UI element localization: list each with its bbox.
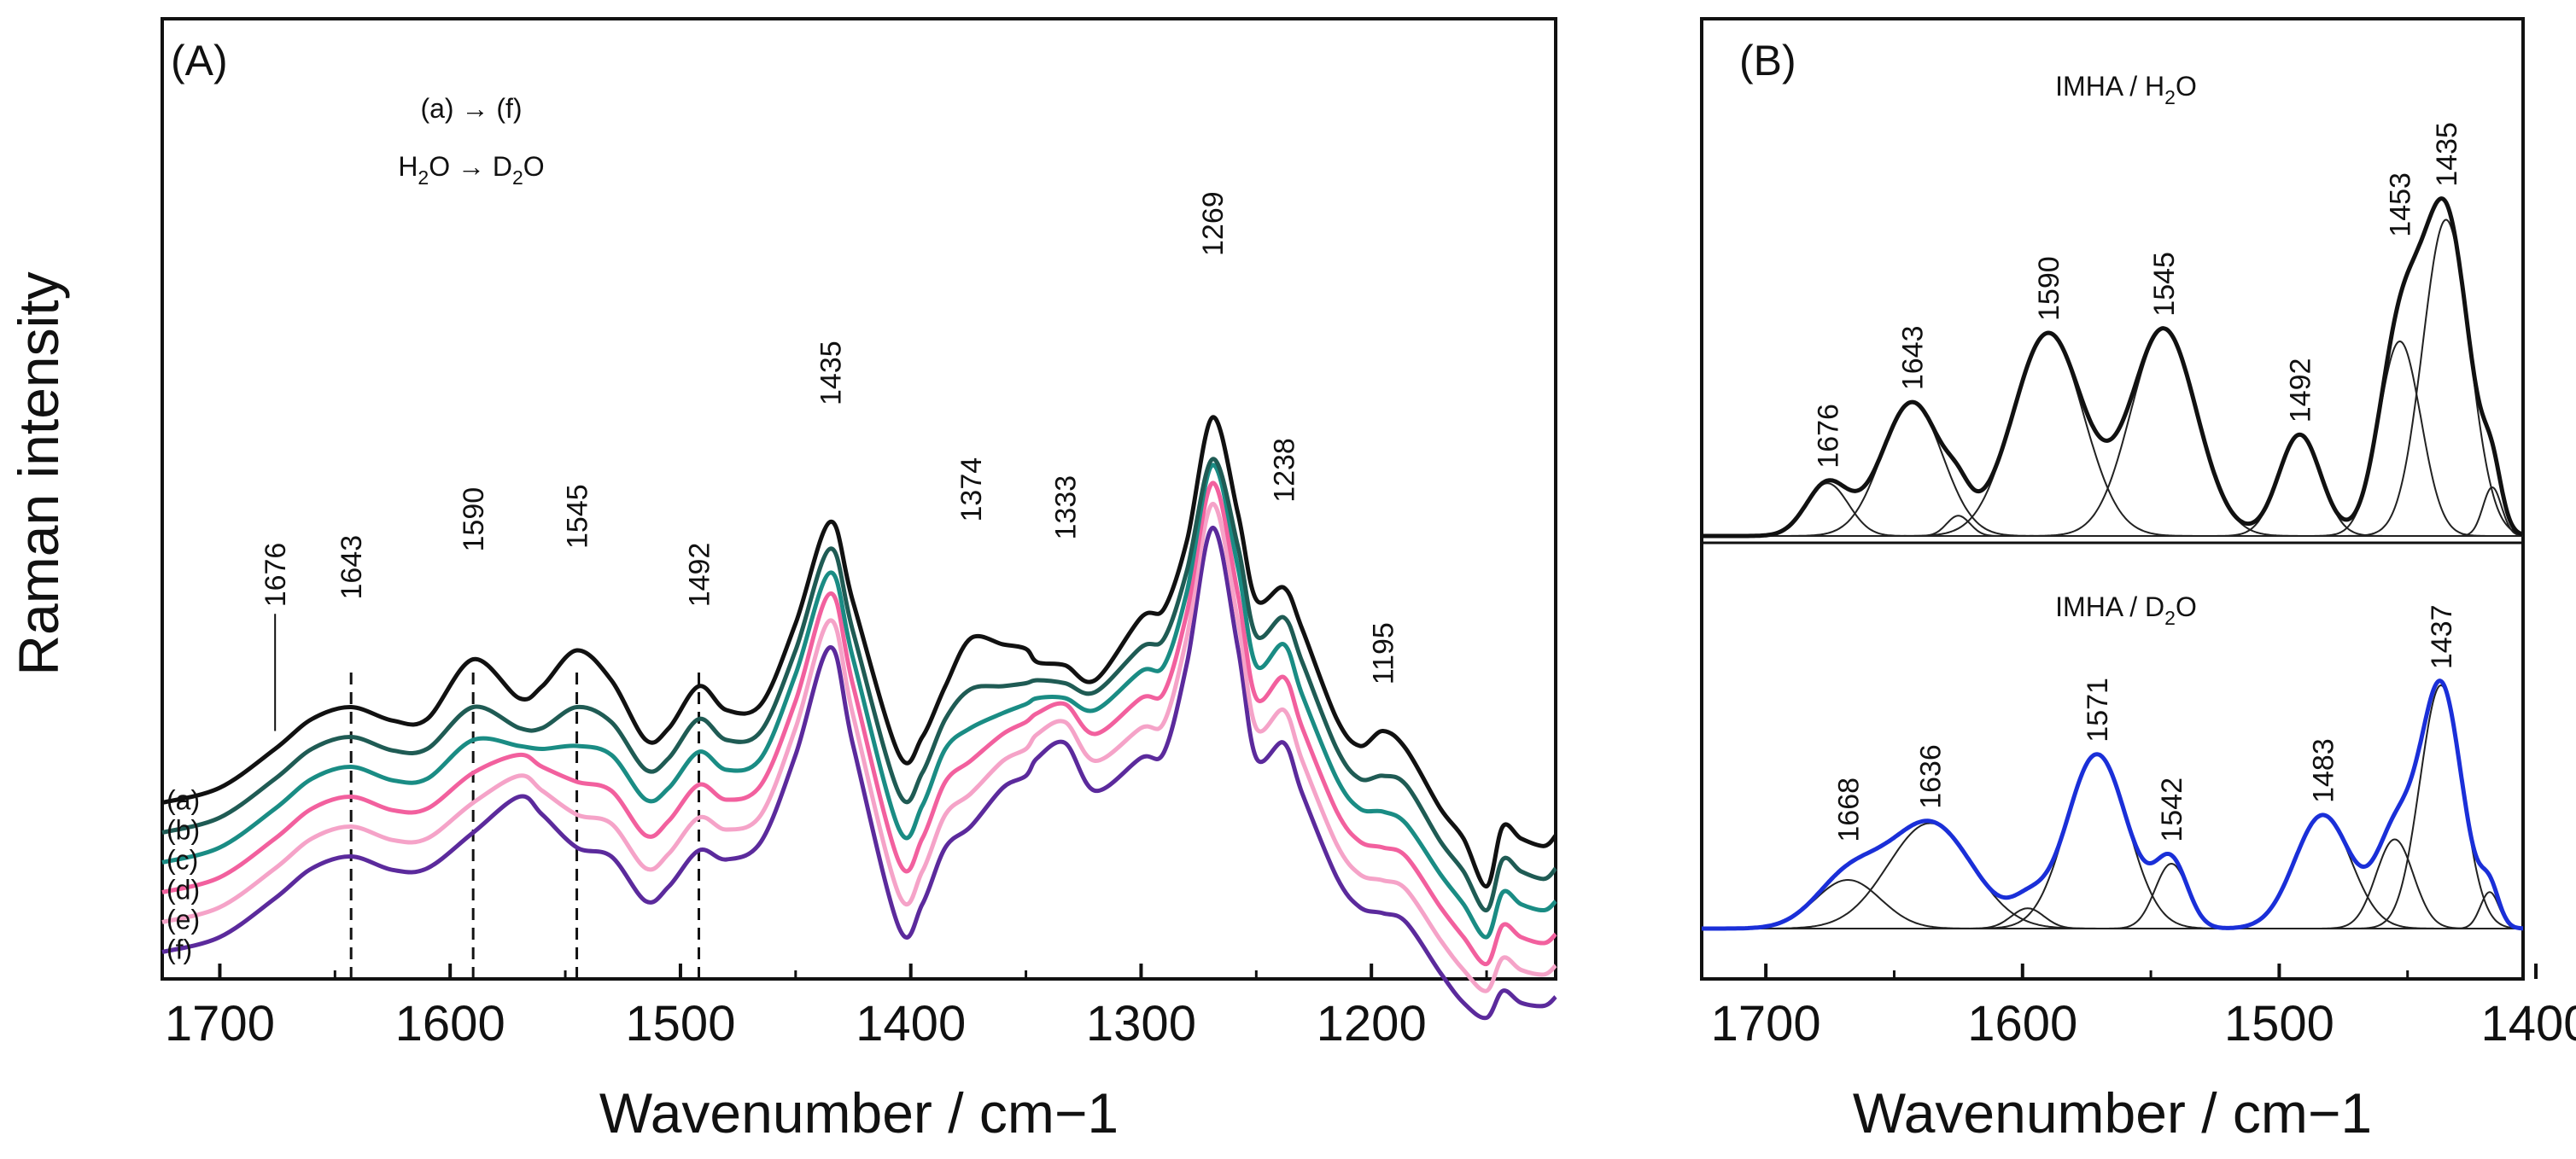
tick-label-a-1500: 1500: [625, 996, 735, 1051]
panel-b-top-title: IMHA / H2O: [2055, 71, 2197, 108]
tick-label-a-1400: 1400: [856, 996, 966, 1051]
spectrum-d: [161, 480, 1557, 966]
tick-label-a-1300: 1300: [1086, 996, 1196, 1051]
peak-label-1269: 1269: [1197, 191, 1230, 256]
spectrum-c: [161, 463, 1557, 940]
panel-b-x-ticks: 1700 1600 1500 1400: [1711, 964, 2576, 1051]
panel-a-annotation-solvent: H2O → D2O: [398, 151, 544, 189]
panel-b-label: (B): [1739, 37, 1796, 84]
band-1-1483: [1702, 813, 2523, 929]
x-axis-title-a: Wavenumber / cm−1: [599, 1081, 1119, 1144]
peak-label-1545: 1545: [562, 484, 594, 549]
panel-a-peak-labels: 1676 1643 1590 1545 1492 1435 1374 1333 1269 1238…: [260, 191, 1400, 731]
peak-label-1643: 1643: [336, 535, 368, 600]
band-0-1625: [1702, 515, 2523, 537]
peak-label-b0-1643: 1643: [1897, 325, 1930, 390]
panel-a-label: (A): [171, 37, 228, 84]
series-label-d: (d): [166, 875, 200, 906]
peak-label-b0-1545: 1545: [2148, 252, 2181, 317]
band-0-1435: [1702, 218, 2524, 537]
tick-label-b-1600: 1600: [1967, 996, 2077, 1051]
panel-a-annotation-sequence: (a) → (f): [420, 93, 522, 124]
panel-a-series-labels: (a)(b)(c)(d)(e)(f): [166, 785, 200, 965]
band-1-1418: [1702, 891, 2524, 929]
peak-label-1492: 1492: [684, 543, 716, 608]
spectrum-a: [161, 415, 1557, 888]
peak-label-1238: 1238: [1269, 438, 1301, 503]
series-label-f: (f): [166, 935, 192, 965]
anno-mid: O → D: [429, 151, 512, 182]
peak-label-b1-1542: 1542: [2156, 778, 2188, 842]
band-1-1542: [1702, 862, 2523, 929]
spectrum-f: [161, 525, 1557, 1021]
series-label-a: (a): [166, 785, 200, 816]
peak-label-b1-1668: 1668: [1832, 778, 1865, 842]
peak-label-b1-1571: 1571: [2082, 678, 2114, 743]
fit-envelope-1: [1702, 679, 2524, 931]
panel-b-bands: [1702, 218, 2524, 929]
spectrum-b: [161, 457, 1557, 912]
peak-label-b1-1437: 1437: [2426, 604, 2458, 669]
band-0-1417: [1702, 486, 2524, 537]
peak-label-1676: 1676: [260, 543, 292, 608]
peak-label-b0-1676: 1676: [1812, 404, 1844, 469]
panel-b: (B) IMHA / H2O IMHA / D2O 1676 1643 1590 15…: [1700, 17, 2576, 1051]
panel-b-frame: [1700, 17, 2525, 981]
peak-label-1195: 1195: [1368, 622, 1400, 684]
anno-h: H: [398, 151, 418, 182]
panel-b-fits: [1702, 196, 2524, 931]
series-label-e: (e): [166, 905, 200, 935]
anno-sub-1: 2: [418, 166, 429, 189]
panel-a-dashed-lines: [349, 671, 701, 979]
x-axis-title-b: Wavenumber / cm−1: [1853, 1081, 2372, 1144]
peak-label-b1-1483: 1483: [2308, 738, 2340, 803]
peak-label-1333: 1333: [1049, 475, 1082, 540]
tick-label-a-1700: 1700: [165, 996, 275, 1051]
panel-a-frame: [161, 17, 1557, 981]
y-axis-title: Raman intensity: [7, 271, 70, 675]
fit-envelope-0: [1702, 196, 2524, 539]
series-label-c: (c): [166, 845, 198, 876]
peak-label-b0-1492: 1492: [2285, 358, 2317, 423]
band-1-1636: [1702, 822, 2523, 929]
panel-b-peak-labels: 1676 1643 1590 1545 1492 1453 1435 1668 1636 1571…: [1812, 122, 2463, 842]
anno-end: O: [523, 151, 545, 182]
peak-label-b0-1590: 1590: [2033, 256, 2065, 321]
panel-b-bottom-title: IMHA / D2O: [2055, 591, 2197, 629]
peak-label-b0-1435: 1435: [2431, 122, 2463, 187]
peak-label-b0-1453: 1453: [2385, 172, 2417, 237]
panel-a-x-ticks: 1700 1600 1500 1400 1300 1200: [165, 964, 1488, 1051]
panel-a-series: [161, 415, 1557, 1021]
tick-label-b-1500: 1500: [2224, 996, 2334, 1051]
tick-label-a-1200: 1200: [1317, 996, 1427, 1051]
series-label-b: (b): [166, 815, 200, 846]
peak-label-b1-1636: 1636: [1915, 744, 1948, 809]
peak-label-1374: 1374: [955, 457, 988, 522]
tick-label-b-1400: 1400: [2481, 996, 2576, 1051]
peak-label-1435: 1435: [815, 341, 847, 405]
tick-label-a-1600: 1600: [395, 996, 505, 1051]
peak-label-1590: 1590: [458, 487, 490, 552]
anno-sub-2: 2: [512, 166, 523, 189]
spectrum-e: [161, 501, 1557, 993]
tick-label-b-1700: 1700: [1711, 996, 1821, 1051]
